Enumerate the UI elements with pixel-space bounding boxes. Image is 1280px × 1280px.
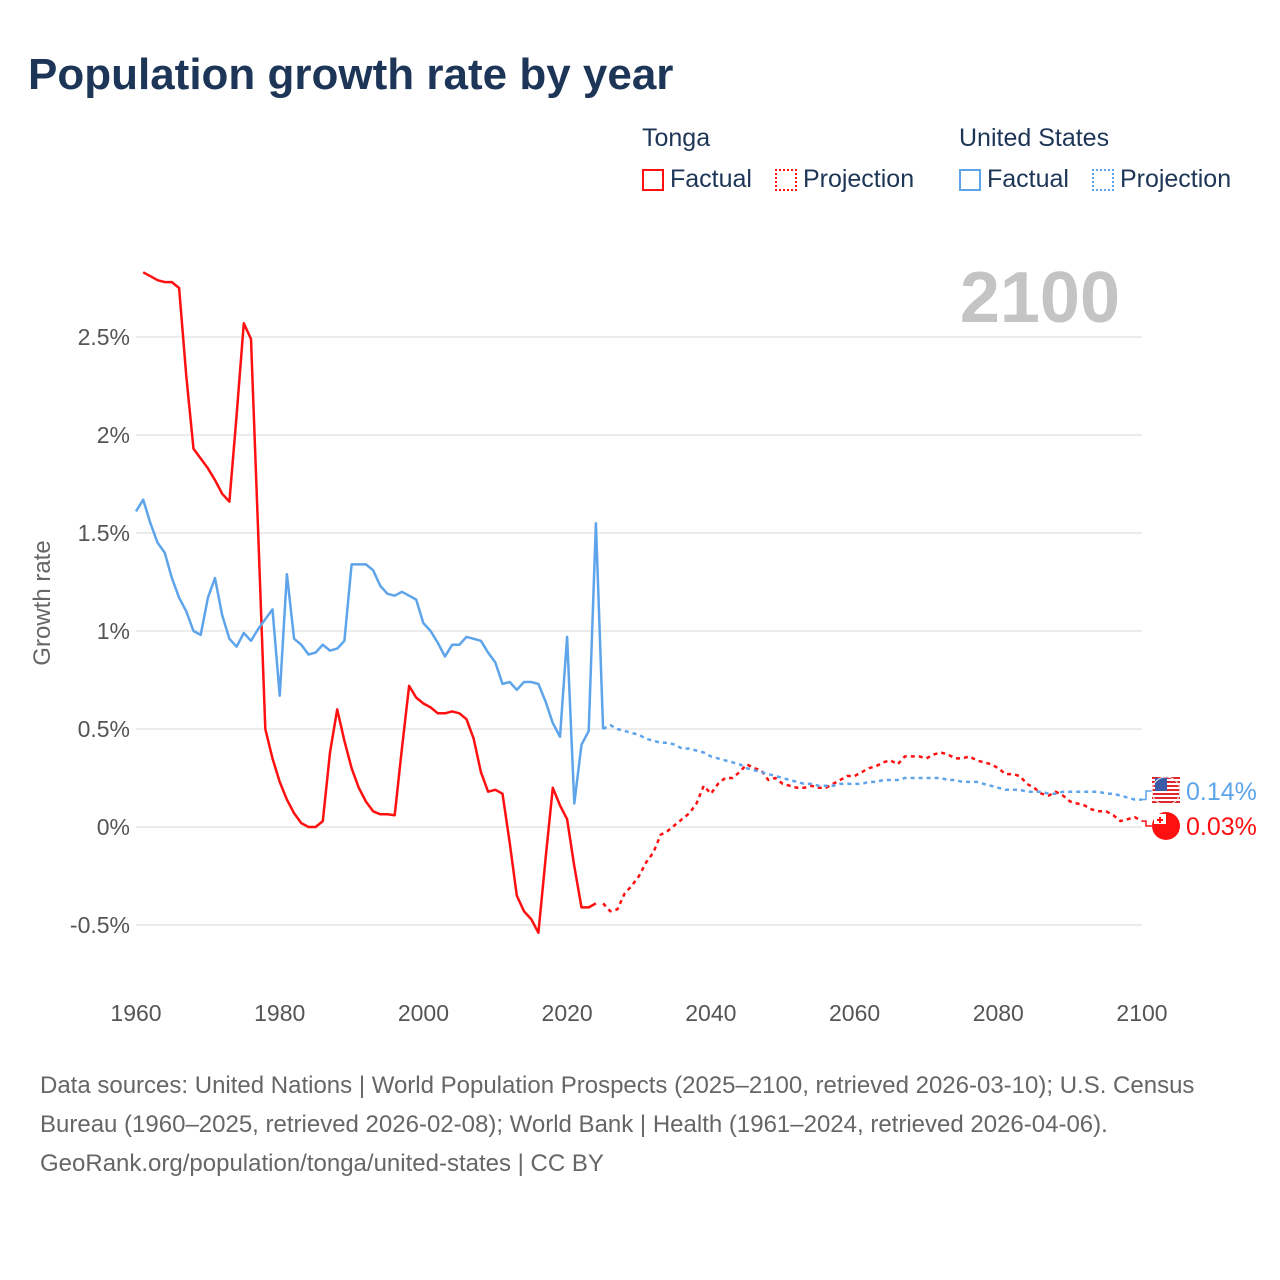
legend-label: Projection: [802, 165, 915, 193]
y-tick-label: -0.5%: [70, 912, 130, 938]
y-tick-label: 1.5%: [78, 520, 130, 546]
data-sources: Data sources: United Nations | World Pop…: [40, 1072, 1195, 1138]
flag-stripe: [1152, 801, 1180, 803]
flag-stripe: [1152, 797, 1180, 799]
flag-cross: [1157, 819, 1163, 821]
x-tick-label: 2040: [685, 1000, 736, 1026]
flag-border: [1151, 776, 1181, 806]
legend-label: Factual: [670, 165, 752, 193]
end-connector: [1142, 820, 1152, 827]
x-tick-label: 1960: [110, 1000, 161, 1026]
legend-united-states: United States Factual Projection: [959, 124, 1231, 198]
legend-label: Projection: [1119, 165, 1232, 193]
x-tick-label: 2080: [973, 1000, 1024, 1026]
legend-us-projection[interactable]: Projection: [1091, 165, 1232, 194]
legend-tonga-projection[interactable]: Projection: [774, 165, 915, 194]
x-tick-label: 2020: [542, 1000, 593, 1026]
series-line-tonga-projection: [602, 751, 1143, 913]
credit-link[interactable]: GeoRank.org/population/tonga/united-stat…: [40, 1150, 604, 1177]
legend-swatch-dotted: [774, 168, 797, 191]
legend-tonga: Tonga Factual Projection: [642, 124, 930, 198]
x-tick-label: 2060: [829, 1000, 880, 1026]
flag-canton: [1155, 778, 1167, 791]
legend-label: Factual: [987, 165, 1069, 193]
tonga-flag-icon: [1152, 812, 1180, 840]
end-connector: [1142, 790, 1152, 801]
y-tick-label: 1%: [97, 618, 130, 644]
y-tick-label: 2.5%: [78, 324, 130, 350]
chart-title: Population growth rate by year: [28, 50, 674, 99]
legend-swatch-solid: [959, 168, 981, 191]
legend-us-factual[interactable]: Factual: [959, 165, 1069, 194]
y-tick-label: 0%: [97, 814, 130, 840]
legend-swatch-dotted: [1091, 168, 1114, 191]
legend-group-title: United States: [959, 124, 1110, 152]
x-tick-label: 1980: [254, 1000, 305, 1026]
series-line-tonga-factual: [142, 271, 597, 935]
legend-tonga-factual[interactable]: Factual: [642, 165, 752, 194]
y-axis-label: Growth rate: [29, 540, 56, 665]
footer: Data sources: United Nations | World Pop…: [40, 1066, 1240, 1183]
series-line-united-states-factual: [134, 498, 605, 805]
legend-group-title: Tonga: [642, 124, 711, 152]
year-indicator: 2100: [960, 258, 1120, 338]
end-value-label: 0.14%: [1186, 778, 1257, 806]
end-value-label: 0.03%: [1186, 813, 1257, 841]
flag-stripe: [1152, 793, 1180, 795]
y-tick-label: 2%: [97, 422, 130, 448]
legend-swatch-solid: [642, 168, 664, 191]
x-tick-label: 2100: [1116, 1000, 1167, 1026]
us-flag-icon: [1151, 776, 1181, 806]
y-tick-label: 0.5%: [78, 716, 130, 742]
x-tick-label: 2000: [398, 1000, 449, 1026]
series-line-united-states-projection: [602, 723, 1142, 801]
